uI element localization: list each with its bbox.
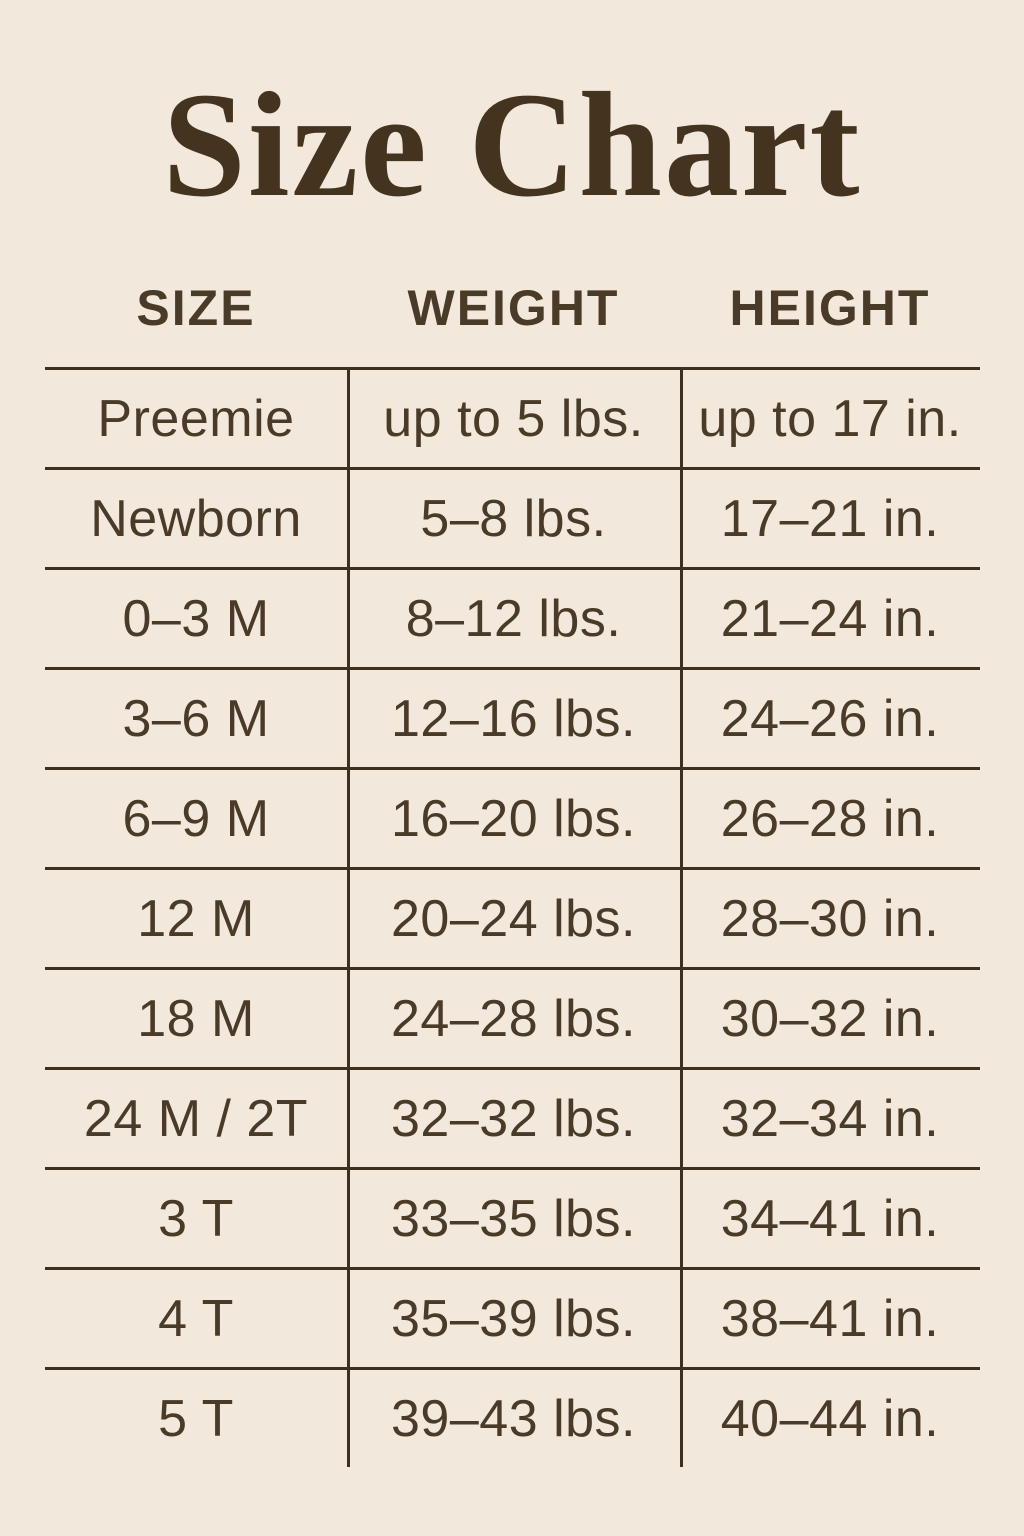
- table-row: 5 T 39–43 lbs. 40–44 in.: [45, 1367, 980, 1467]
- table-row: 18 M 24–28 lbs. 30–32 in.: [45, 967, 980, 1067]
- table-row: 3–6 M 12–16 lbs. 24–26 in.: [45, 667, 980, 767]
- header-cell-weight: WEIGHT: [407, 280, 620, 336]
- cell-weight: 8–12 lbs.: [405, 589, 622, 648]
- cell-weight: 39–43 lbs.: [391, 1389, 636, 1448]
- cell-size: 12 M: [137, 889, 255, 948]
- cell-height: 28–30 in.: [720, 889, 940, 948]
- cell-weight: 33–35 lbs.: [391, 1189, 636, 1248]
- cell-height: up to 17 in.: [698, 389, 962, 448]
- cell-height: 26–28 in.: [720, 789, 940, 848]
- cell-size: 18 M: [137, 989, 255, 1048]
- table-row: 6–9 M 16–20 lbs. 26–28 in.: [45, 767, 980, 867]
- table-row: 4 T 35–39 lbs. 38–41 in.: [45, 1267, 980, 1367]
- cell-weight: up to 5 lbs.: [383, 389, 644, 448]
- table-row: 24 M / 2T 32–32 lbs. 32–34 in.: [45, 1067, 980, 1167]
- table-row: Preemie up to 5 lbs. up to 17 in.: [45, 367, 980, 467]
- size-table: Preemie up to 5 lbs. up to 17 in. Newbor…: [45, 367, 980, 1467]
- cell-size: 0–3 M: [122, 589, 270, 648]
- table-header-row: SIZE WEIGHT HEIGHT: [45, 283, 980, 333]
- header-cell-height: HEIGHT: [729, 280, 931, 336]
- cell-height: 24–26 in.: [720, 689, 940, 748]
- cell-height: 17–21 in.: [720, 489, 940, 548]
- cell-weight: 35–39 lbs.: [391, 1289, 636, 1348]
- cell-size: 24 M / 2T: [83, 1089, 309, 1148]
- cell-height: 38–41 in.: [720, 1289, 940, 1348]
- table-row: Newborn 5–8 lbs. 17–21 in.: [45, 467, 980, 567]
- cell-size: Newborn: [90, 489, 302, 548]
- column-divider: [680, 367, 683, 1467]
- cell-weight: 32–32 lbs.: [391, 1089, 636, 1148]
- cell-size: 3–6 M: [122, 689, 270, 748]
- cell-weight: 5–8 lbs.: [420, 489, 607, 548]
- cell-weight: 12–16 lbs.: [391, 689, 636, 748]
- table-row: 0–3 M 8–12 lbs. 21–24 in.: [45, 567, 980, 667]
- table-row: 12 M 20–24 lbs. 28–30 in.: [45, 867, 980, 967]
- cell-size: 6–9 M: [122, 789, 270, 848]
- cell-size: 4 T: [158, 1289, 234, 1348]
- cell-size: 3 T: [158, 1189, 234, 1248]
- column-divider: [347, 367, 350, 1467]
- cell-height: 34–41 in.: [720, 1189, 940, 1248]
- cell-height: 21–24 in.: [720, 589, 940, 648]
- page-title: Size Chart: [162, 62, 862, 228]
- cell-size: 5 T: [158, 1389, 234, 1448]
- cell-height: 40–44 in.: [720, 1389, 940, 1448]
- table-row: 3 T 33–35 lbs. 34–41 in.: [45, 1167, 980, 1267]
- header-cell-size: SIZE: [136, 280, 256, 336]
- cell-weight: 16–20 lbs.: [391, 789, 636, 848]
- cell-weight: 20–24 lbs.: [391, 889, 636, 948]
- cell-size: Preemie: [97, 389, 295, 448]
- cell-height: 30–32 in.: [720, 989, 940, 1048]
- cell-weight: 24–28 lbs.: [391, 989, 636, 1048]
- cell-height: 32–34 in.: [720, 1089, 940, 1148]
